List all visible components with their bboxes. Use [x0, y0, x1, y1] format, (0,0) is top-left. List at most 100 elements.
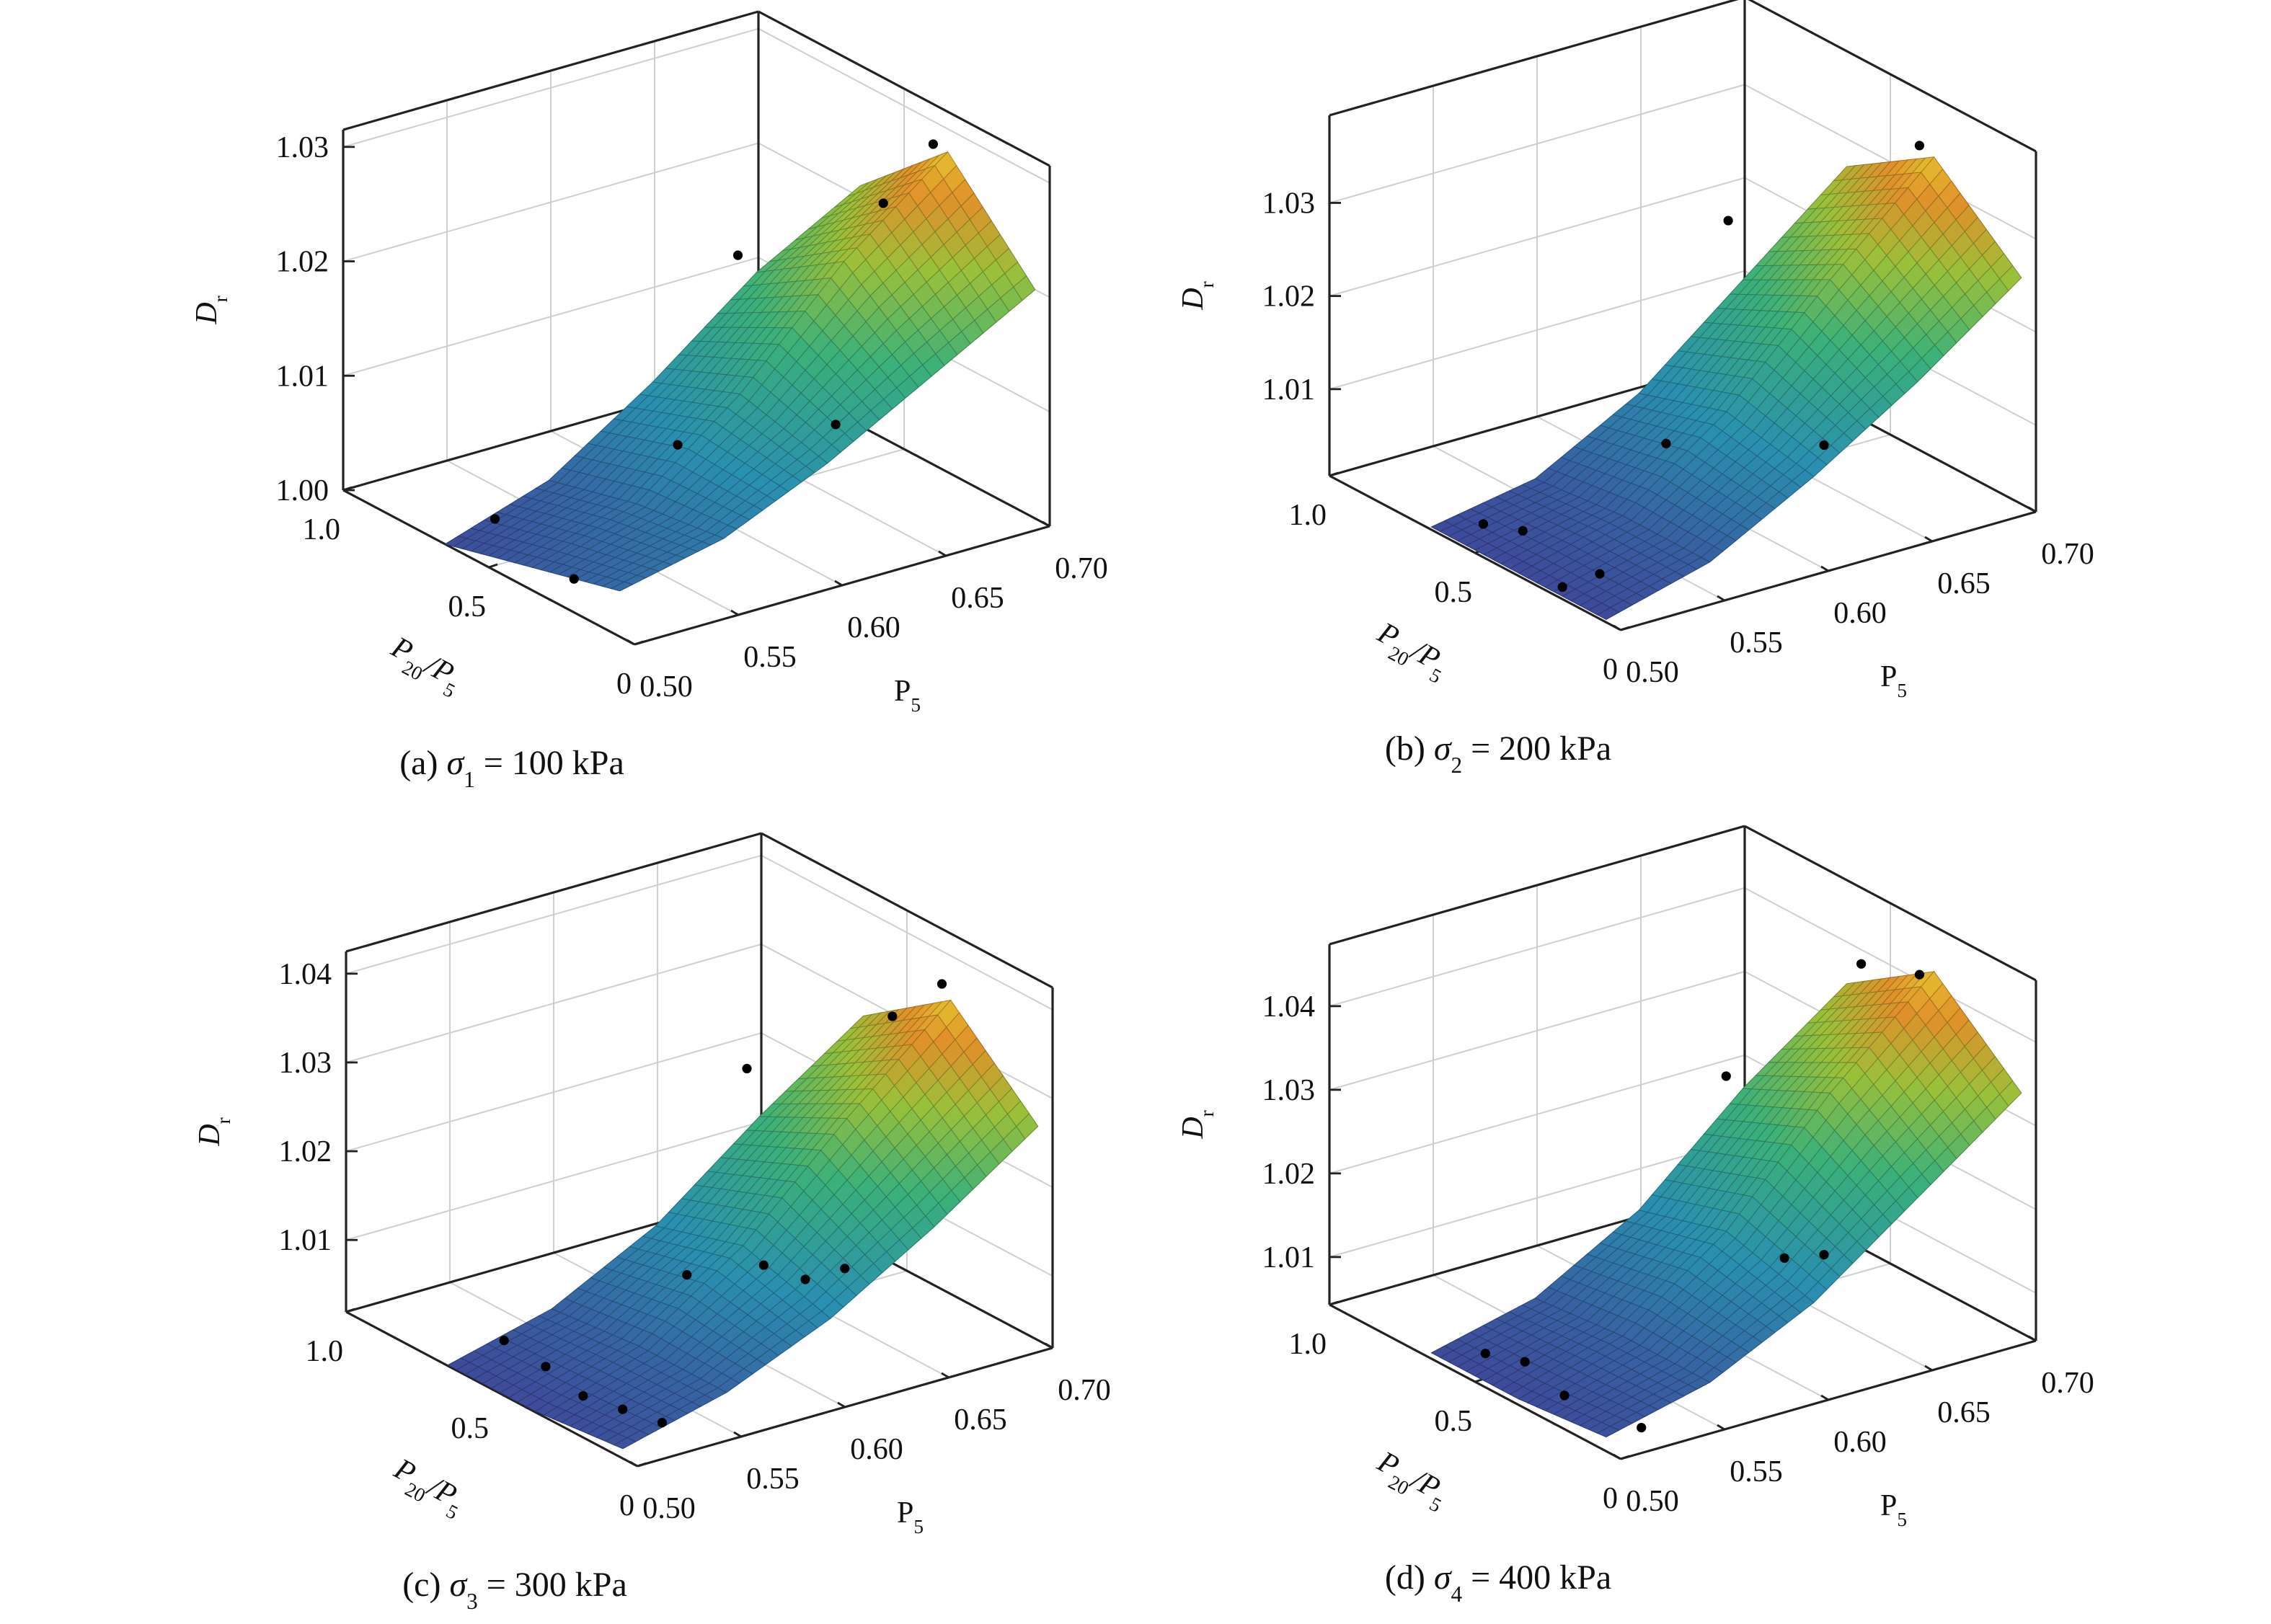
tick-mark: [488, 563, 498, 569]
x-tick-label: 0.60: [850, 1433, 903, 1466]
z-tick-label: 1.03: [279, 1047, 332, 1080]
z-axis-label-part: r: [210, 296, 231, 302]
data-point: [831, 420, 841, 430]
tick-mark: [1613, 624, 1621, 631]
z-axis-label-part: D: [1177, 1117, 1210, 1139]
x-tick-label: 0.50: [642, 1492, 696, 1525]
data-point: [1637, 1422, 1647, 1433]
x-axis-label-part: 5: [1897, 680, 1907, 701]
x-tick-label: 0.60: [1833, 597, 1887, 630]
caption: (a) σ1 = 100 kPa: [399, 744, 624, 792]
caption-part: σ: [449, 1566, 468, 1604]
tick-mark: [1329, 1300, 1339, 1306]
tick-mark: [1329, 471, 1339, 477]
x-axis-label: P5: [1880, 660, 1907, 701]
tick-mark: [1820, 1394, 1829, 1401]
x-tick-label: 0.65: [1937, 567, 1991, 600]
tick-mark: [1924, 536, 1933, 543]
z-tick-label: 1.01: [1262, 373, 1316, 407]
z-axis-label: Dr: [1177, 281, 1218, 310]
y-tick-label: 0: [619, 1489, 634, 1522]
x-tick-label: 0.60: [847, 611, 900, 644]
data-point: [578, 1390, 588, 1401]
x-axis-label-part: 5: [913, 1516, 924, 1538]
surface-patch: [1596, 1426, 1620, 1438]
box-edge: [345, 832, 762, 953]
grid-line: [1329, 887, 1745, 1007]
z-tick-label: 1.02: [1262, 280, 1316, 314]
x-tick-label: 0.70: [1058, 1374, 1111, 1407]
tick-mark: [634, 640, 644, 646]
data-point: [937, 979, 947, 989]
z-axis-label-part: D: [1177, 288, 1210, 310]
box-edge: [758, 10, 1050, 167]
y-tick-label: 0: [616, 667, 632, 701]
grid-line: [758, 27, 1050, 184]
data-point: [541, 1362, 551, 1372]
caption-part: 1: [464, 767, 475, 792]
y-tick-label: 0: [1603, 653, 1618, 686]
x-tick-label: 0.50: [1626, 1485, 1679, 1518]
data-point: [1819, 1249, 1829, 1260]
z-axis-label: Dr: [1177, 1110, 1218, 1139]
z-axis-label-part: r: [1196, 1110, 1218, 1117]
x-tick-label: 0.65: [1937, 1396, 1991, 1429]
x-axis-label-part: P: [1880, 660, 1897, 693]
tick-mark: [1620, 1455, 1630, 1460]
z-tick-label: 1.02: [276, 246, 329, 279]
tick-mark: [1042, 520, 1050, 528]
x-tick-label: 0.65: [951, 582, 1004, 615]
panel: 1.011.021.031.040.500.550.600.650.7000.5…: [1177, 825, 2094, 1607]
data-point: [758, 1260, 769, 1270]
data-point: [732, 250, 743, 260]
z-tick-label: 1.02: [1262, 1158, 1316, 1191]
x-tick-label: 0.50: [639, 670, 693, 704]
data-point: [499, 1336, 509, 1346]
x-axis-label-part: 5: [1897, 1509, 1907, 1530]
tick-mark: [1717, 1424, 1725, 1431]
surface-patch: [610, 581, 634, 592]
x-tick-label: 0.55: [746, 1463, 800, 1496]
grid-line: [1329, 84, 1745, 204]
box-edge: [342, 10, 759, 131]
data-point: [1914, 141, 1924, 151]
z-tick-label: 1.01: [1262, 1241, 1316, 1274]
y-tick-label: 1.0: [306, 1335, 344, 1368]
grid-line: [1744, 887, 2037, 1043]
caption-part: 4: [1451, 1581, 1462, 1607]
y-axis-label: P20/P5: [381, 630, 467, 702]
y-tick-label: 1.0: [303, 513, 341, 546]
tick-mark: [1820, 565, 1829, 572]
y-tick-label: 0.5: [1435, 1405, 1473, 1438]
caption-part: = 200 kPa: [1471, 729, 1611, 768]
caption-part: (d): [1385, 1558, 1425, 1597]
data-point: [840, 1264, 850, 1274]
data-point: [1721, 1071, 1731, 1081]
data-point: [1661, 438, 1671, 448]
tick-mark: [629, 1460, 638, 1468]
data-point: [1595, 569, 1605, 579]
box-edge: [761, 832, 1053, 989]
x-tick-label: 0.60: [1833, 1426, 1887, 1459]
tick-mark: [345, 1308, 355, 1313]
data-point: [800, 1274, 810, 1284]
surface-patch: [613, 1437, 637, 1450]
y-tick-label: 1.0: [1289, 1328, 1327, 1361]
grid-line: [345, 1032, 762, 1153]
data-point: [1723, 216, 1733, 226]
z-tick-label: 1.04: [279, 958, 332, 991]
x-axis-label-part: P: [1880, 1489, 1897, 1522]
x-tick-label: 0.55: [743, 641, 797, 674]
grid-line: [345, 943, 762, 1063]
y-tick-label: 0: [1603, 1482, 1618, 1515]
tick-mark: [1620, 626, 1630, 631]
panel: 1.001.011.021.030.500.550.600.650.7000.5…: [190, 10, 1108, 792]
tick-mark: [1717, 595, 1725, 602]
data-point: [1480, 1349, 1490, 1359]
x-tick-label: 0.55: [1730, 1455, 1783, 1488]
z-axis-label-part: r: [213, 1117, 234, 1124]
tick-mark: [637, 1462, 647, 1468]
z-tick-label: 1.01: [279, 1224, 332, 1257]
